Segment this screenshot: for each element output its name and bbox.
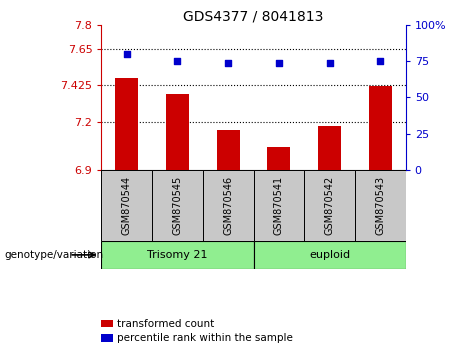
Point xyxy=(123,51,130,57)
Text: GSM870542: GSM870542 xyxy=(325,176,335,235)
Text: GSM870543: GSM870543 xyxy=(375,176,385,235)
Bar xyxy=(254,241,406,269)
Text: genotype/variation: genotype/variation xyxy=(5,250,104,260)
Text: Trisomy 21: Trisomy 21 xyxy=(147,250,208,260)
Bar xyxy=(355,170,406,241)
Text: GSM870545: GSM870545 xyxy=(172,176,183,235)
Text: GSM870546: GSM870546 xyxy=(223,176,233,235)
Text: euploid: euploid xyxy=(309,250,350,260)
Text: percentile rank within the sample: percentile rank within the sample xyxy=(117,333,293,343)
Bar xyxy=(267,147,290,170)
Bar xyxy=(101,170,152,241)
Bar xyxy=(101,241,254,269)
Bar xyxy=(369,86,392,170)
Title: GDS4377 / 8041813: GDS4377 / 8041813 xyxy=(183,10,324,24)
Point xyxy=(225,60,232,65)
Bar xyxy=(217,130,240,170)
Bar xyxy=(152,170,203,241)
Bar xyxy=(318,126,341,170)
Point xyxy=(275,60,283,65)
Point xyxy=(174,58,181,64)
Bar xyxy=(254,170,304,241)
Bar xyxy=(166,94,189,170)
Point xyxy=(377,58,384,64)
Bar xyxy=(304,170,355,241)
Text: GSM870541: GSM870541 xyxy=(274,176,284,235)
Text: transformed count: transformed count xyxy=(117,319,214,329)
Point xyxy=(326,60,333,65)
Bar xyxy=(203,170,254,241)
Bar xyxy=(115,78,138,170)
Text: GSM870544: GSM870544 xyxy=(122,176,132,235)
